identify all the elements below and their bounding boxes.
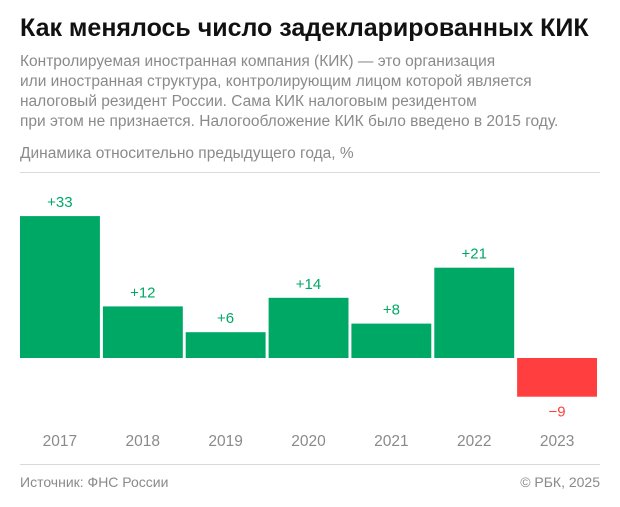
data-label-2020: +14 [296,276,321,293]
copyright: © РБК, 2025 [520,474,600,490]
data-label-2023: −9 [549,404,566,421]
bottom-divider [20,464,600,465]
data-label-2018: +12 [130,284,155,301]
bar-2020 [268,297,349,358]
x-tick-label-2018: 2018 [126,433,160,450]
bar-2022 [434,267,515,358]
x-tick-label-2017: 2017 [43,433,77,450]
subtitle-line: или иностранная структура, контролирующи… [20,73,532,90]
source-note: Источник: ФНС России [20,474,169,490]
bar-2023 [517,358,597,397]
x-tick-label-2019: 2019 [208,433,242,450]
x-tick-label-2021: 2021 [374,433,408,450]
data-label-2021: +8 [383,302,400,319]
subtitle: Контролируемая иностранная компания (КИК… [20,52,605,132]
data-label-2022: +21 [461,246,486,263]
x-tick-label-2020: 2020 [291,433,326,450]
data-label-2019: +6 [217,310,234,327]
unit-label: Динамика относительно предыдущего года, … [20,145,354,162]
bar-2019 [185,332,266,358]
data-label-2017: +33 [47,194,72,211]
subtitle-line: налоговый резидент России. Сама КИК нало… [20,93,477,110]
top-divider [20,172,600,173]
x-tick-label-2022: 2022 [457,433,491,450]
subtitle-line: Контролируемая иностранная компания (КИК… [20,53,496,70]
bar-2021 [351,323,432,358]
bar-2017 [20,216,100,358]
page-title: Как менялось число задекларированных КИК [20,14,589,42]
subtitle-line: при этом не признается. Налогообложение … [20,113,559,130]
x-tick-label-2023: 2023 [540,433,574,450]
bar-2018 [102,306,183,358]
